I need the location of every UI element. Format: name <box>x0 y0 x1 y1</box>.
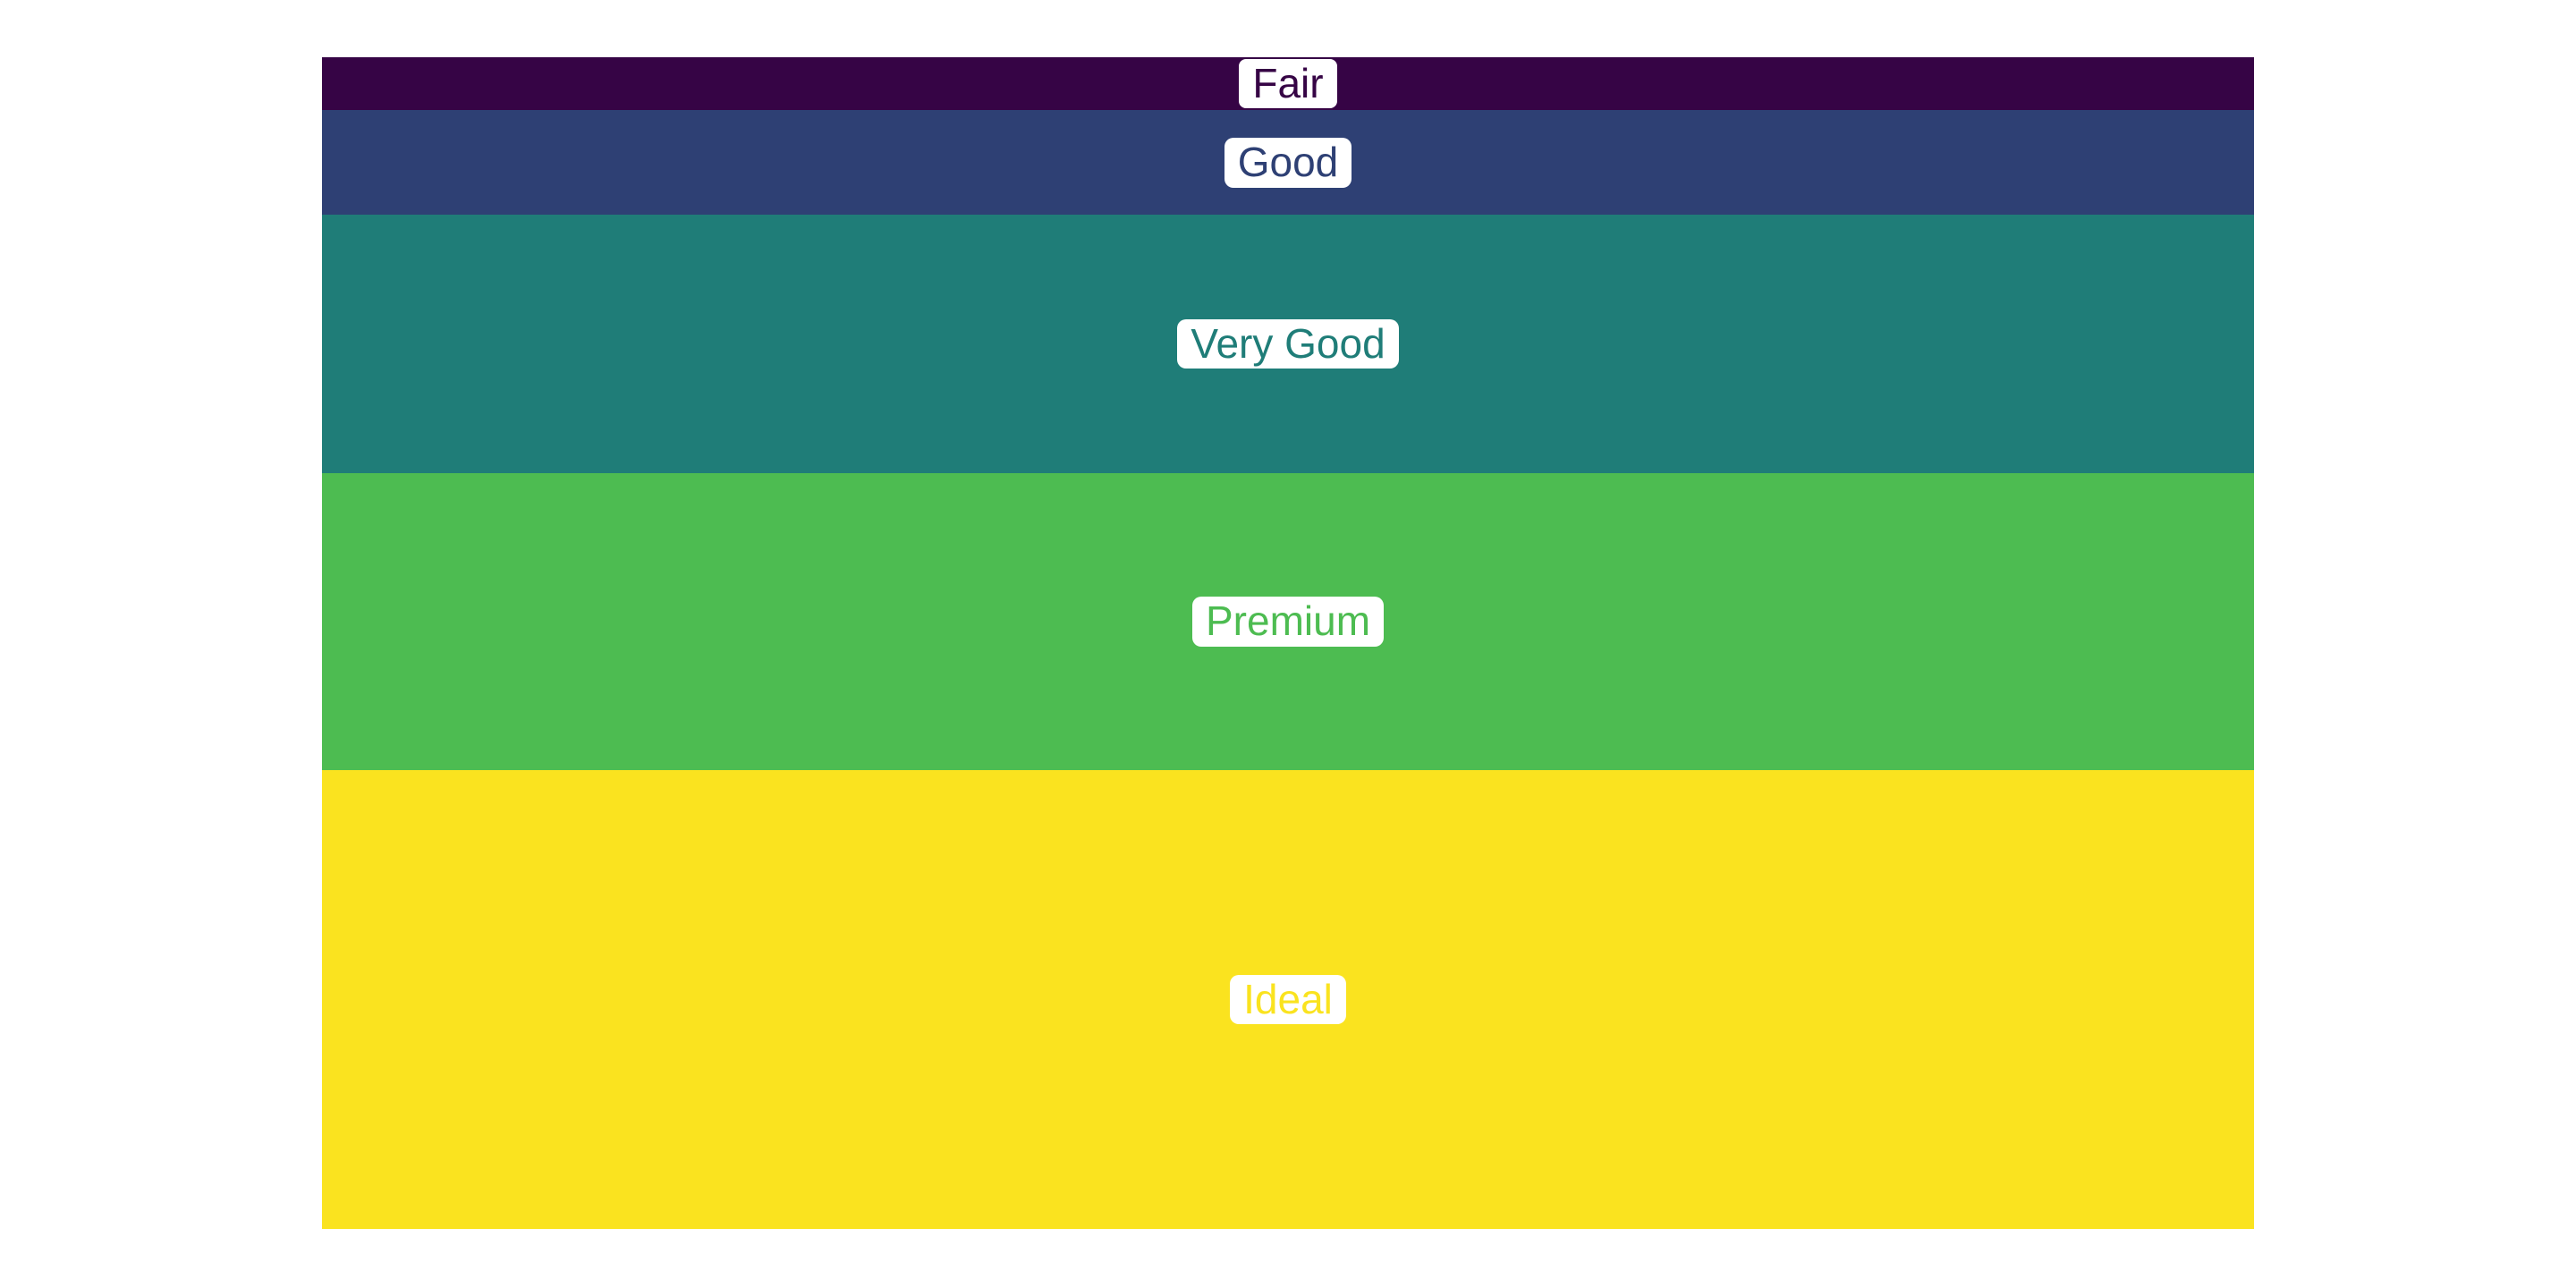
segment-ideal[interactable]: Ideal <box>322 769 2254 1229</box>
segment-label-pill: Premium <box>1191 597 1385 647</box>
cut-quality-stacked-chart: Fair Good Very Good Premium Ideal <box>322 57 2254 1229</box>
segment-label-pill: Ideal <box>1230 974 1346 1025</box>
segment-label-pill: Good <box>1224 138 1352 188</box>
segment-label-pill: Fair <box>1237 57 1339 111</box>
segment-label-pill: Very Good <box>1177 319 1399 369</box>
segment-very-good[interactable]: Very Good <box>322 215 2254 474</box>
segment-good[interactable]: Good <box>322 110 2254 216</box>
segment-premium[interactable]: Premium <box>322 473 2254 770</box>
segment-fair[interactable]: Fair <box>322 57 2254 111</box>
